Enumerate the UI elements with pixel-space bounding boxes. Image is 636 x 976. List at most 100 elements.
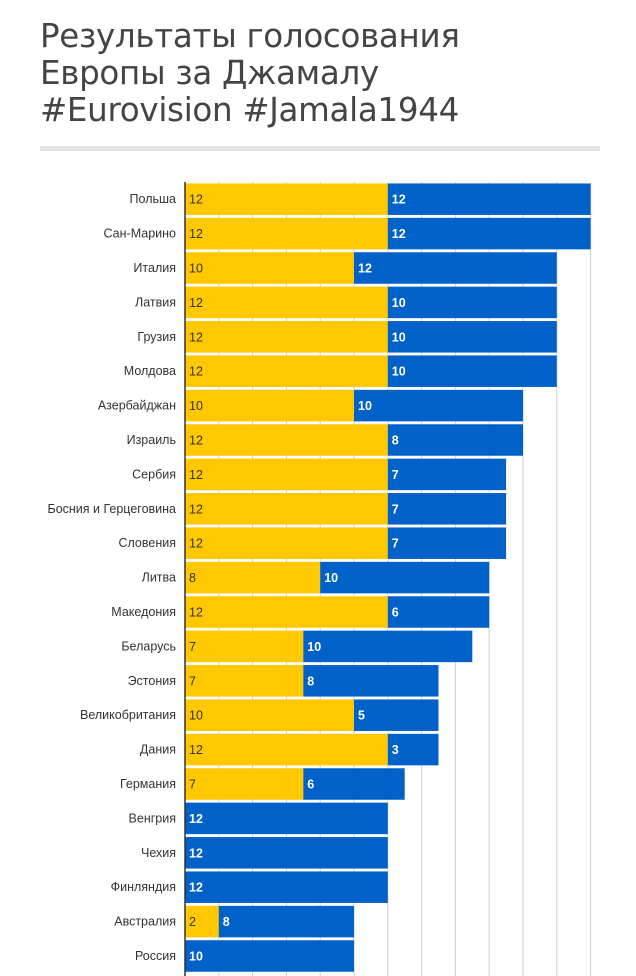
category-label: Польша xyxy=(130,192,176,206)
data-label: 10 xyxy=(358,399,372,413)
category-label: Венгрия xyxy=(129,811,176,825)
data-label: 12 xyxy=(392,193,406,207)
data-label: 12 xyxy=(189,330,203,344)
data-label: 8 xyxy=(392,434,399,448)
bars: 12 12 12 12 10 12 12 10 12 10 12 10 10 10 12 8 12 7 12 7 12 7… xyxy=(185,183,591,972)
bar-series-1 xyxy=(185,527,388,559)
bar-series-2 xyxy=(387,217,591,250)
bar-series-2 xyxy=(387,596,490,628)
data-label: 5 xyxy=(358,709,365,723)
bar-series-1 xyxy=(185,699,354,731)
data-label: 7 xyxy=(189,778,196,792)
bar-series-1 xyxy=(185,252,354,284)
data-label: 12 xyxy=(189,537,203,551)
bar-series-2 xyxy=(387,493,507,525)
bar-series-1 xyxy=(185,493,388,525)
data-label: 8 xyxy=(223,915,230,929)
bar-series-1 xyxy=(185,768,304,800)
bar-series-2 xyxy=(387,286,557,319)
bar-series-1 xyxy=(185,286,388,319)
bar-series-2 xyxy=(387,355,557,387)
data-label: 6 xyxy=(392,606,399,620)
bar-series-2 xyxy=(387,458,507,491)
category-label: Беларусь xyxy=(121,639,176,653)
data-label: 12 xyxy=(189,881,203,895)
data-label: 3 xyxy=(392,743,399,757)
category-label: Грузия xyxy=(137,330,176,344)
chart-title: Результаты голосования Европы за Джамалу… xyxy=(40,18,620,129)
data-label: 12 xyxy=(392,227,406,241)
data-label: 12 xyxy=(189,846,203,860)
category-label: Израиль xyxy=(127,433,176,447)
data-label: 12 xyxy=(189,365,203,379)
bar-series-1 xyxy=(185,321,388,353)
data-label: 12 xyxy=(189,502,203,516)
chart-title-line-2: Европы за Джамалу xyxy=(40,54,379,92)
bar-series-2 xyxy=(387,424,523,456)
data-label: 10 xyxy=(189,399,203,413)
data-label: 12 xyxy=(189,606,203,620)
bar-series-1 xyxy=(185,183,388,215)
category-label: Сербия xyxy=(132,467,176,481)
category-labels: Польша Сан-Марино Италия Латвия Грузия Молдов… xyxy=(47,192,176,963)
data-label: 2 xyxy=(189,915,196,929)
bar-series-1 xyxy=(185,733,388,766)
data-label: 12 xyxy=(358,262,372,276)
category-label: Словения xyxy=(118,536,176,550)
category-label: Великобритания xyxy=(80,708,176,722)
bar-series-2 xyxy=(354,389,523,422)
data-label: 10 xyxy=(189,262,203,276)
data-label: 7 xyxy=(189,640,196,654)
category-label: Финляндия xyxy=(111,880,176,894)
bar-series-2 xyxy=(387,733,439,766)
data-label: 12 xyxy=(189,812,203,826)
bar-series-2 xyxy=(387,527,507,559)
category-label: Македония xyxy=(111,605,176,619)
data-label: 8 xyxy=(189,571,196,585)
bar-series-2 xyxy=(185,802,388,835)
category-label: Босния и Герцеговина xyxy=(47,502,176,516)
data-label: 12 xyxy=(189,468,203,482)
bar-series-1 xyxy=(185,424,388,456)
bar-series-1 xyxy=(185,389,354,422)
chart-title-line-1: Результаты голосования xyxy=(40,17,460,55)
bar-series-1 xyxy=(185,665,304,697)
data-label: 7 xyxy=(392,502,399,516)
bar-series-1 xyxy=(185,458,388,491)
data-label: 7 xyxy=(392,537,399,551)
data-label: 12 xyxy=(189,296,203,310)
data-label: 10 xyxy=(189,709,203,723)
category-label: Дания xyxy=(140,743,176,757)
category-label: Чехия xyxy=(141,846,176,860)
data-label: 10 xyxy=(189,950,203,964)
data-label: 6 xyxy=(307,778,314,792)
data-label: 7 xyxy=(189,674,196,688)
bar-series-2 xyxy=(354,699,439,731)
data-label: 12 xyxy=(189,227,203,241)
bar-series-2 xyxy=(185,940,354,972)
category-label: Италия xyxy=(133,261,176,275)
category-label: Литва xyxy=(142,571,176,585)
data-label: 10 xyxy=(392,365,406,379)
bar-series-2 xyxy=(303,768,405,800)
data-label: 12 xyxy=(189,743,203,757)
bar-series-2 xyxy=(320,561,490,594)
bar-series-2 xyxy=(303,630,473,663)
bar-series-2 xyxy=(387,321,557,353)
title-divider xyxy=(40,146,600,151)
bar-series-2 xyxy=(387,183,591,215)
category-label: Германия xyxy=(120,777,176,791)
category-label: Сан-Марино xyxy=(104,227,177,241)
bar-series-1 xyxy=(185,630,304,663)
bar-series-1 xyxy=(185,217,388,250)
category-label: Азербайджан xyxy=(98,399,176,413)
bar-series-2 xyxy=(185,871,388,903)
bar-series-1 xyxy=(185,355,388,387)
category-label: Латвия xyxy=(135,295,176,309)
bar-series-1 xyxy=(185,905,219,938)
bar-series-2 xyxy=(218,905,354,938)
bar-series-2 xyxy=(354,252,557,284)
data-label: 10 xyxy=(392,296,406,310)
data-label: 12 xyxy=(189,434,203,448)
data-label: 7 xyxy=(392,468,399,482)
